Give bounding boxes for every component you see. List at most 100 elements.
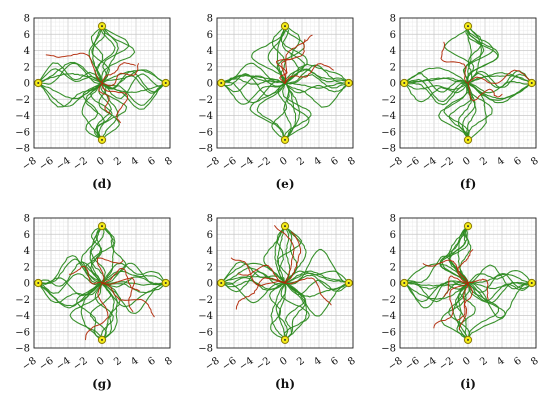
goal-marker-center (37, 82, 40, 84)
x-tick-label: −6 (220, 155, 238, 172)
x-tick-label: 0 (461, 355, 473, 368)
success-trajectory (37, 282, 103, 303)
failure-trajectory (458, 282, 469, 331)
y-tick-label: 8 (207, 214, 213, 225)
y-tick-label: −6 (381, 327, 396, 338)
y-tick-label: 4 (207, 46, 213, 57)
success-trajectory (467, 282, 500, 341)
y-tick-label: −4 (15, 311, 30, 322)
failure-trajectory (422, 259, 469, 284)
success-trajectory (37, 255, 103, 285)
goal-marker-center (284, 225, 286, 228)
x-tick-label: −4 (420, 355, 438, 372)
x-tick-label: −4 (237, 155, 255, 172)
x-tick-label: −4 (54, 355, 72, 372)
failure-trajectory (230, 257, 286, 287)
failure-trajectory (276, 58, 293, 84)
x-tick-label: −6 (403, 155, 421, 172)
axes-frame (216, 217, 354, 349)
y-tick-label: −8 (15, 344, 30, 355)
chart-panel: 8 6 4 2 0 −2 −4 −6 −8 −8 −6 −4 −2 0 2 4 6 8 (e) (183, 0, 363, 200)
success-trajectory (403, 67, 469, 84)
y-tick-label: 0 (390, 279, 396, 290)
x-tick-label: 6 (329, 155, 341, 168)
x-tick-label: 6 (512, 155, 524, 168)
failure-trajectory (443, 275, 469, 298)
goal-marker-center (347, 282, 350, 284)
y-tick-label: −2 (15, 295, 30, 306)
success-trajectory (467, 282, 533, 302)
y-tick-label: −2 (381, 95, 396, 106)
success-trajectory (403, 82, 469, 91)
failure-trajectory (96, 257, 124, 284)
goal-marker-center (467, 338, 469, 341)
goal-marker-center (530, 82, 533, 84)
success-trajectory (284, 282, 308, 341)
x-tick-label: 4 (129, 355, 141, 368)
success-trajectory (37, 281, 104, 309)
x-tick-label: −2 (437, 355, 455, 372)
success-trajectory (37, 82, 103, 108)
x-tick-label: 2 (112, 355, 124, 368)
y-tick-label: −8 (381, 144, 396, 155)
success-trajectory (89, 282, 112, 341)
x-tick-label: 0 (278, 355, 290, 368)
y-tick-label: −6 (198, 127, 213, 138)
success-trajectory (448, 282, 470, 341)
y-tick-label: 4 (207, 246, 213, 257)
failure-trajectory (467, 278, 489, 300)
x-tick-label: 2 (112, 155, 124, 168)
x-tick-label: −2 (254, 355, 272, 372)
y-tick-label: −8 (381, 344, 396, 355)
success-trajectory (100, 282, 167, 314)
y-tick-label: −2 (381, 295, 396, 306)
success-trajectory (467, 273, 532, 284)
x-tick-label: 8 (529, 355, 541, 368)
success-trajectory (37, 68, 103, 84)
y-tick-label: −4 (198, 111, 213, 122)
success-trajectory (280, 25, 308, 84)
x-tick-label: 2 (478, 355, 490, 368)
x-tick-label: −2 (71, 355, 89, 372)
success-trajectory (249, 82, 286, 141)
success-trajectory (100, 82, 167, 110)
success-trajectory (467, 70, 533, 88)
goal-marker-center (403, 82, 406, 84)
trajectories (37, 225, 167, 341)
y-tick-label: −4 (198, 311, 213, 322)
y-tick-label: 0 (390, 79, 396, 90)
y-tick-label: −8 (198, 344, 213, 355)
panel-label: (i) (460, 377, 476, 391)
success-trajectory (443, 82, 470, 141)
success-trajectory (404, 281, 469, 303)
y-tick-label: 2 (207, 62, 213, 73)
success-trajectory (100, 282, 115, 341)
goal-marker-center (220, 82, 223, 84)
chart-panel: 8 6 4 2 0 −2 −4 −6 −8 −8 −6 −4 −2 0 2 4 6 8 (i) (366, 200, 546, 400)
goal-marker-center (467, 225, 469, 228)
y-tick-label: −8 (15, 144, 30, 155)
success-trajectory (271, 25, 287, 84)
success-trajectory (284, 81, 349, 94)
success-trajectory (284, 82, 301, 141)
success-trajectory (448, 82, 474, 141)
y-tick-label: −6 (15, 327, 30, 338)
success-trajectory (101, 82, 119, 141)
success-trajectory (283, 64, 350, 84)
success-trajectory (467, 270, 532, 284)
panel-label: (f) (460, 177, 477, 191)
success-trajectory (269, 282, 286, 341)
y-tick-label: −4 (15, 111, 30, 122)
chart-panel: 8 6 4 2 0 −2 −4 −6 −8 −8 −6 −4 −2 0 2 4 6 8 (g) (0, 200, 180, 400)
y-tick-label: 2 (390, 262, 396, 273)
x-tick-label: −8 (203, 355, 221, 372)
success-trajectory (284, 272, 350, 284)
success-trajectory (282, 82, 312, 141)
x-tick-label: 0 (95, 355, 107, 368)
success-trajectory (457, 82, 472, 141)
